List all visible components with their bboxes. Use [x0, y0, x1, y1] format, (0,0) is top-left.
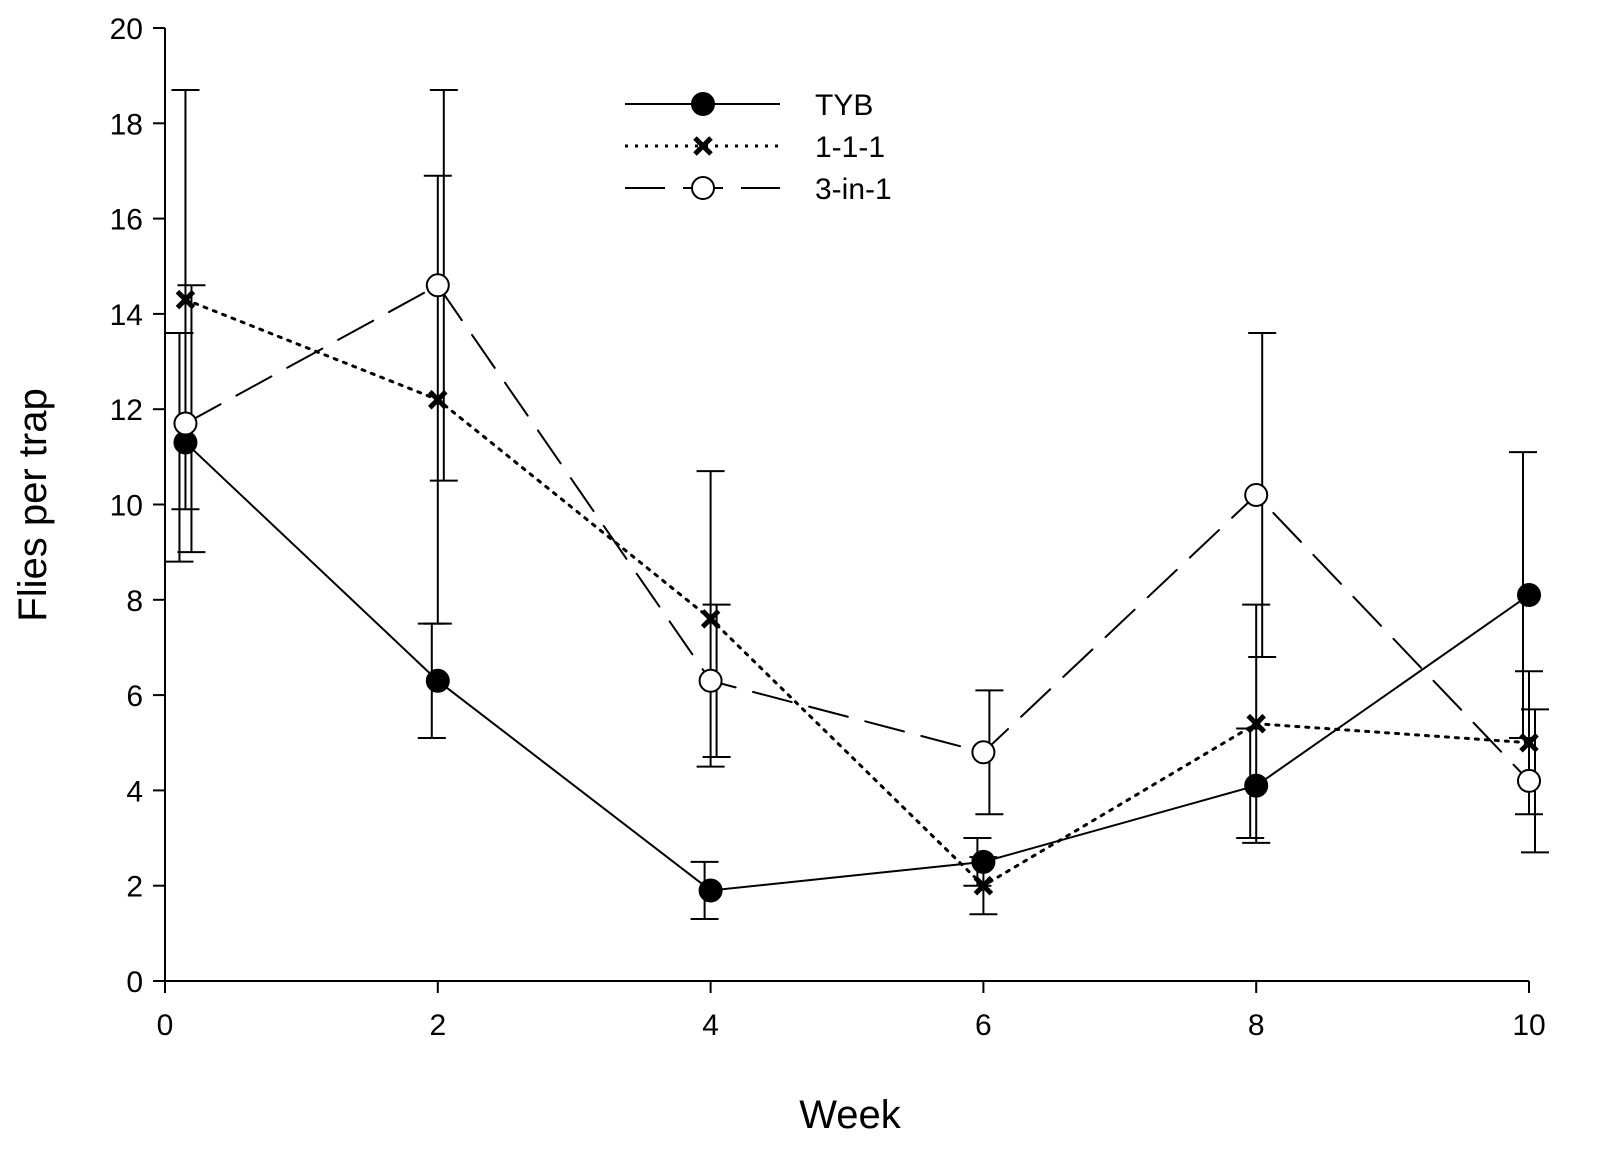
y-axis-title: Flies per trap	[11, 388, 55, 621]
marker-x	[428, 389, 448, 410]
y-tick-label: 16	[110, 204, 143, 237]
axes: 0 2 4 6 8 10 12 14 16 18 20 0 2 4 6 8 10	[110, 13, 1546, 1042]
marker-x-stroke	[1519, 732, 1539, 753]
y-tick-label: 4	[126, 775, 143, 808]
x-tick-label: 0	[157, 1009, 174, 1042]
marker-open-circle	[1244, 482, 1269, 507]
marker-x-stroke	[175, 289, 196, 310]
marker-x-stroke	[700, 609, 721, 629]
y-tick-label: 12	[110, 394, 143, 427]
x-tick-label: 6	[975, 1009, 992, 1042]
marker-x-stroke	[693, 136, 713, 156]
y-tick-label: 14	[110, 299, 143, 332]
y-tick-label: 18	[110, 108, 143, 141]
marker-filled-circle	[1244, 773, 1269, 798]
marker-open-circle	[173, 411, 198, 436]
x-tick-label: 10	[1512, 1009, 1545, 1042]
y-tick-label: 8	[126, 585, 143, 618]
x-tick-label: 2	[429, 1009, 446, 1042]
legend-label: TYB	[815, 89, 873, 122]
marker-x	[175, 289, 196, 310]
marker-x	[1519, 732, 1539, 753]
x-tick-label: 4	[702, 1009, 719, 1042]
y-tick-label: 2	[126, 871, 143, 904]
y-tick-label: 6	[126, 680, 143, 713]
marker-open-circle	[691, 176, 715, 200]
marker-open-circle	[425, 273, 450, 298]
legend-entry: 1-1-1	[625, 131, 885, 164]
marker-filled-circle	[1517, 583, 1541, 608]
y-tick-label: 20	[110, 13, 143, 46]
marker-filled-circle	[971, 849, 996, 874]
marker-filled-circle	[698, 878, 723, 903]
legend-label: 1-1-1	[815, 131, 885, 164]
marker-x-stroke	[973, 875, 994, 896]
series-line-tyb	[184, 441, 1530, 892]
error-bars	[165, 88, 1549, 921]
legend-label: 3-in-1	[815, 173, 892, 206]
marker-x-stroke	[1246, 713, 1266, 734]
marker-x	[700, 609, 721, 629]
marker-x	[1246, 713, 1266, 734]
legend-entry: 3-in-1	[625, 173, 892, 206]
marker-filled-circle	[425, 668, 450, 693]
marker-x	[693, 136, 713, 156]
marker-x	[973, 875, 994, 896]
marker-x-stroke	[428, 389, 448, 410]
legend: TYB 1-1-1 3-in-1	[625, 89, 892, 206]
y-tick-label: 10	[110, 490, 143, 523]
x-axis-title: Week	[799, 1093, 902, 1137]
marker-open-circle	[971, 740, 996, 765]
marker-open-circle	[1517, 768, 1541, 793]
series-line-3-in-1	[184, 283, 1530, 782]
x-tick-label: 8	[1248, 1009, 1265, 1042]
marker-filled-circle	[691, 92, 715, 116]
marker-open-circle	[698, 668, 723, 693]
series-line-1-1-1	[183, 298, 1531, 888]
legend-entry: TYB	[625, 89, 873, 122]
data-markers	[173, 273, 1541, 903]
series-lines	[183, 283, 1531, 892]
y-tick-label: 0	[126, 966, 143, 999]
